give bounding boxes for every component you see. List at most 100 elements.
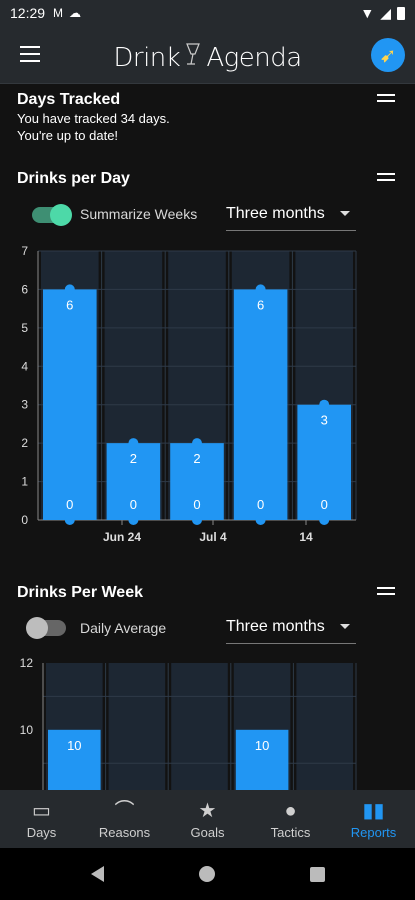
rocket-icon[interactable]: ➹ [371,38,405,72]
wine-glass-icon [180,40,206,73]
x-tick-label: 14 [299,530,313,543]
bar-value-label: 10 [67,738,81,753]
drinks-per-day-chart: 0 1 2 3 4 5 6 7 6 0 2 0 2 0 6 0 3 0 Jun 24 Jul 4 14 [21,244,357,543]
y-tick-label: 5 [21,321,28,335]
hamburger-menu-icon[interactable] [20,46,40,62]
chart-bar [48,729,101,790]
status-bar: 12:29 M ☁ ▼ ◢ [0,0,415,26]
app-title-left: Drink [113,43,181,73]
nav-goals[interactable]: ★ Goals [166,790,249,848]
system-nav-bar [0,848,415,900]
bar-base-label: 0 [321,497,328,512]
bar-base-point [255,515,266,525]
dropdown-arrow-icon [340,624,350,629]
bar-base-label: 0 [130,497,137,512]
bottom-nav: ▭ Days ⌒ Reasons ★ Goals ● Tactics ▮▮ Re… [0,790,415,848]
nav-reports[interactable]: ▮▮ Reports [332,790,415,848]
y-tick-label: 12 [20,656,34,670]
x-tick-label: Jun 24 [103,530,141,543]
bar-value-label: 2 [130,451,137,466]
bar-base-point [319,515,330,525]
battery-icon [397,6,405,20]
bar-value-label: 2 [193,451,200,466]
app-title: Drink Agenda [0,40,415,73]
nav-days-label: Days [26,824,57,840]
nav-reasons-label: Reasons [98,824,151,840]
chart-bar [233,289,288,520]
y-tick-label: 2 [21,436,28,450]
days-tracked-count: You have tracked 34 days. [17,111,170,126]
bar-base-point [192,515,202,525]
drag-handle-icon[interactable] [377,173,395,181]
bar-base-point [128,515,139,525]
daily-average-toggle[interactable] [26,617,66,639]
toggle-knob [50,204,72,226]
y-tick-label: 4 [21,359,28,373]
bar-value-label: 6 [257,297,264,312]
bar-top-point [64,284,75,295]
range-dropdown[interactable]: Three months [226,614,356,644]
summarize-weeks-label: Summarize Weeks [80,206,198,222]
y-tick-label: 6 [21,282,28,296]
bar-chart-icon: ▮▮ [362,799,385,822]
range-dropdown-value: Three months [226,205,325,222]
range-dropdown-value: Three months [226,618,325,635]
days-tracked-status: You're up to date! [17,128,119,143]
drag-handle-icon[interactable] [377,587,395,595]
star-icon: ★ [198,799,217,822]
app-title-right: Agenda [206,43,302,73]
back-icon[interactable] [90,866,104,882]
y-tick-label: 10 [20,723,34,737]
chart-bar [43,289,97,520]
gmail-icon: M [53,6,64,20]
summarize-weeks-toggle[interactable] [32,204,72,226]
drinks-per-week-chart: 810121010 [20,656,357,790]
chart-bar [297,404,351,520]
bar-base-label: 0 [66,497,73,512]
y-tick-label: 3 [21,398,28,412]
y-tick-label: 0 [21,513,28,527]
bar-value-label: 6 [66,297,73,312]
lightbulb-icon: ● [284,799,297,822]
wifi-icon: ▼ [360,5,375,21]
nav-days[interactable]: ▭ Days [0,790,83,848]
nav-goals-label: Goals [190,824,225,840]
calendar-icon: ▭ [32,799,51,822]
dropdown-arrow-icon [340,211,350,216]
rainbow-icon: ⌒ [114,799,135,822]
daily-average-label: Daily Average [80,620,167,636]
status-time: 12:29 [10,5,46,21]
reports-content: Days Tracked You have tracked 34 days. Y… [0,85,415,790]
chart-bar [170,443,224,520]
bar-base-point [64,515,75,525]
chart-bar [106,443,161,520]
bar-base-label: 0 [193,497,200,512]
drinks-per-day-title: Drinks per Day [17,170,130,187]
bar-base-label: 0 [257,497,264,512]
home-icon[interactable] [198,866,215,882]
y-tick-label: 7 [21,244,28,258]
x-tick-label: Jul 4 [199,530,227,543]
chart-bar [235,729,289,790]
bar-top-point [128,438,139,449]
toggle-knob [26,617,48,639]
drag-handle-icon[interactable] [377,94,395,102]
signal-icon: ◢ [380,4,391,21]
nav-reasons[interactable]: ⌒ Reasons [83,790,166,848]
nav-tactics[interactable]: ● Tactics [249,790,332,848]
chart-column-bg [171,663,228,790]
bar-value-label: 3 [321,413,328,428]
range-dropdown[interactable]: Three months [226,201,356,231]
drinks-per-week-title: Drinks Per Week [17,584,143,601]
bar-top-point [319,399,330,410]
recent-apps-icon[interactable] [309,866,325,882]
nav-reports-label: Reports [350,824,397,840]
nav-tactics-label: Tactics [270,824,311,840]
app-bar: Drink Agenda ➹ [0,26,415,84]
chart-column-bg [108,663,166,790]
bar-value-label: 10 [255,738,269,753]
y-tick-label: 1 [21,475,28,489]
bar-top-point [192,438,202,449]
cloud-icon: ☁ [69,6,82,20]
chart-column-bg [296,663,353,790]
